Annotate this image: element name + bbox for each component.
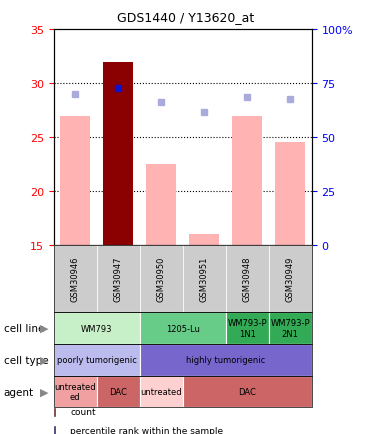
Text: 1205-Lu: 1205-Lu [166,324,200,333]
Text: GSM30950: GSM30950 [157,256,166,302]
Text: highly tumorigenic: highly tumorigenic [186,355,265,365]
Text: DAC: DAC [238,387,256,396]
Text: cell type: cell type [4,355,48,365]
Bar [232,116,262,245]
Text: WM793-P
2N1: WM793-P 2N1 [270,319,310,338]
Text: GSM30947: GSM30947 [114,256,123,302]
Text: DAC: DAC [109,387,127,396]
Text: ▶: ▶ [40,355,49,365]
Bar [103,62,133,245]
Text: count: count [70,408,96,416]
Text: ▶: ▶ [40,387,49,397]
Text: ▶: ▶ [40,323,49,333]
Text: WM793: WM793 [81,324,112,333]
Bar [60,116,90,245]
Bar [189,234,219,245]
Text: WM793-P
1N1: WM793-P 1N1 [227,319,267,338]
Text: GDS1440 / Y13620_at: GDS1440 / Y13620_at [117,11,254,24]
Text: poorly tumorigenic: poorly tumorigenic [57,355,137,365]
Text: untreated: untreated [140,387,182,396]
Text: percentile rank within the sample: percentile rank within the sample [70,426,224,434]
Text: agent: agent [4,387,34,397]
Text: GSM30946: GSM30946 [71,256,80,302]
Bar [146,164,176,245]
Text: cell line: cell line [4,323,44,333]
Text: untreated
ed: untreated ed [55,382,96,401]
Bar [275,143,305,245]
Text: GSM30951: GSM30951 [200,256,209,302]
Text: GSM30948: GSM30948 [243,256,252,302]
Text: GSM30949: GSM30949 [286,256,295,302]
